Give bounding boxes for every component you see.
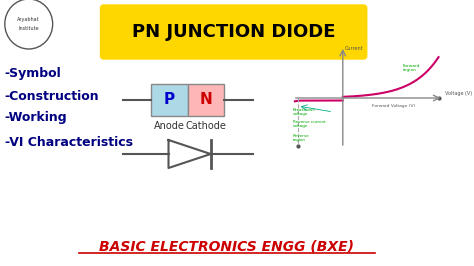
FancyBboxPatch shape [151, 84, 188, 116]
Text: Aryabhat: Aryabhat [18, 16, 40, 22]
Text: Cathode: Cathode [185, 121, 226, 131]
FancyBboxPatch shape [100, 5, 367, 59]
Text: Institute: Institute [18, 26, 39, 31]
Text: -Working: -Working [5, 111, 67, 124]
Text: BASIC ELECTRONICS ENGG (BXE): BASIC ELECTRONICS ENGG (BXE) [100, 239, 355, 253]
Text: Forward Voltage (V): Forward Voltage (V) [372, 104, 415, 108]
Text: Current: Current [345, 46, 364, 51]
Text: -VI Characteristics: -VI Characteristics [5, 136, 133, 149]
Text: Reverse current
voltage: Reverse current voltage [293, 120, 326, 128]
Text: N: N [200, 93, 212, 107]
FancyBboxPatch shape [188, 84, 224, 116]
Text: P: P [164, 93, 175, 107]
Text: Reverse
region: Reverse region [293, 134, 310, 142]
Text: Anode: Anode [154, 121, 185, 131]
Text: Breakdown
voltage: Breakdown voltage [293, 108, 316, 116]
Text: PN JUNCTION DIODE: PN JUNCTION DIODE [132, 23, 336, 41]
Text: -Symbol: -Symbol [5, 66, 62, 80]
Text: -Construction: -Construction [5, 89, 100, 102]
Text: Forward
region: Forward region [402, 64, 419, 72]
Text: Voltage (V): Voltage (V) [445, 91, 473, 96]
